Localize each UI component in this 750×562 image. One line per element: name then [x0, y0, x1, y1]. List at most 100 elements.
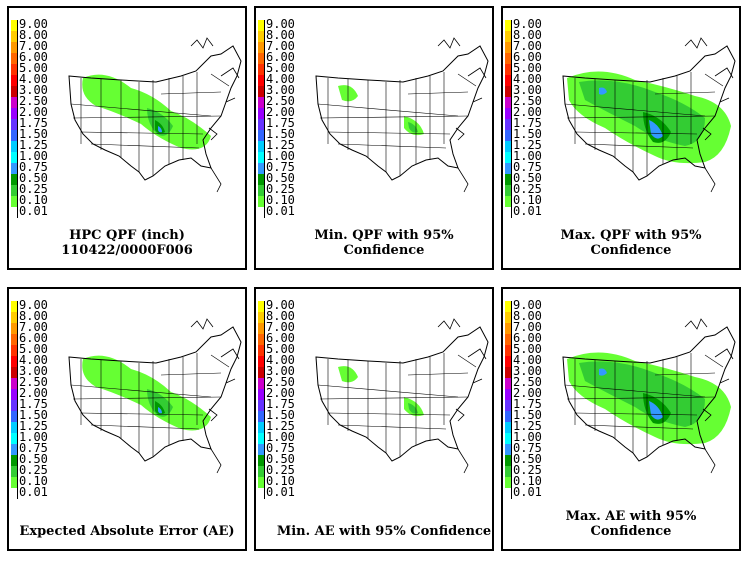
state-boundary [564, 384, 706, 398]
legend-swatch [258, 130, 265, 141]
legend-swatch [258, 108, 265, 119]
legend-entry: 1.75 [505, 398, 557, 411]
legend-swatch [258, 31, 265, 42]
legend-swatch [11, 400, 18, 411]
legend-label: 2.00 [266, 386, 295, 400]
legend-swatch [11, 108, 18, 119]
legend-entry: 8.00 [11, 310, 63, 323]
legend-swatch [11, 196, 18, 207]
legend-entry: 0.25 [258, 463, 310, 477]
legend-label: 4.00 [266, 353, 295, 367]
legend-entry: 0.50 [505, 453, 557, 466]
legend-entry: 6.00 [505, 51, 557, 64]
legend-swatch [258, 174, 265, 185]
legend-label: 8.00 [266, 28, 295, 42]
legend-swatch [505, 312, 512, 323]
legend-entry: 0.10 [505, 194, 557, 207]
state-boundary [72, 115, 222, 119]
legend-label: 2.50 [513, 375, 542, 389]
legend-swatch [505, 389, 512, 400]
legend-label: 0.25 [266, 463, 295, 477]
legend-entry: 0.75 [11, 442, 63, 455]
legend-swatch [258, 367, 265, 378]
legend-swatch [11, 163, 18, 174]
legend-swatch [258, 455, 265, 466]
legend-entry: 0.10 [258, 475, 310, 488]
legend-swatch [258, 86, 265, 97]
legend-swatch [258, 141, 265, 152]
legend-label: 0.25 [513, 182, 542, 196]
state-boundary [337, 143, 447, 149]
legend-swatch [258, 444, 265, 455]
legend-label: 9.00 [513, 17, 542, 31]
legend-entry: 1.25 [258, 420, 310, 433]
legend-swatch [11, 31, 18, 42]
legend-label: 9.00 [513, 298, 542, 312]
state-boundary [90, 143, 200, 149]
legend-entry: 5.00 [505, 62, 557, 75]
legend-swatch [505, 196, 512, 207]
legend-swatch [11, 488, 18, 499]
legend-entry: 0.75 [505, 442, 557, 455]
legend-entry: 0.75 [11, 161, 63, 174]
legend-swatch [505, 185, 512, 196]
legend-label: 2.00 [19, 386, 48, 400]
coastline [467, 67, 487, 79]
legend-label: 5.00 [513, 342, 542, 356]
precip-area [155, 120, 165, 134]
legend-entry: 8.00 [11, 29, 63, 42]
legend-swatch [505, 163, 512, 174]
legend-swatch [258, 411, 265, 422]
legend-label: 1.75 [266, 397, 295, 411]
legend-label: 0.25 [513, 463, 542, 477]
coastline [467, 348, 487, 360]
legend-entry: 2.50 [11, 376, 63, 389]
precipitation-map [308, 297, 492, 507]
legend-label: 0.01 [513, 485, 542, 499]
legend-swatch [258, 466, 265, 477]
legend-label: 0.01 [266, 485, 295, 499]
legend-swatch [11, 130, 18, 141]
legend-swatch [258, 301, 265, 312]
legend-swatch [258, 323, 265, 334]
legend-label: 0.50 [19, 171, 48, 185]
legend-label: 7.00 [266, 320, 295, 334]
legend-entry: 1.00 [505, 150, 557, 163]
precipitation-map [61, 16, 245, 226]
legend-entry: 2.00 [505, 387, 557, 400]
state-boundary [574, 131, 698, 135]
state-boundary [704, 73, 724, 87]
legend-swatch [11, 86, 18, 97]
coastline [208, 408, 218, 422]
legend-label: 4.00 [19, 72, 48, 86]
precip-area [649, 401, 663, 420]
panel-caption: HPC QPF (inch) 110422/0000F006 [61, 228, 193, 258]
legend-entry: 4.00 [258, 73, 310, 86]
state-boundary [327, 412, 451, 416]
legend-entry: 1.50 [505, 128, 557, 141]
legend-swatch [505, 488, 512, 499]
legend-swatch [11, 389, 18, 400]
legend-swatch [11, 444, 18, 455]
legend-entry: 4.00 [258, 353, 310, 367]
panel-caption: Max. QPF with 95% Confidence [560, 228, 702, 258]
legend-swatch [11, 323, 18, 334]
state-boundary [90, 424, 200, 430]
legend-swatch [11, 411, 18, 422]
legend-entry: 0.25 [258, 182, 310, 196]
legend-label: 3.00 [266, 364, 295, 378]
legend-swatch [505, 75, 512, 86]
legend-entry: 2.00 [505, 106, 557, 119]
legend-entry: 1.25 [505, 139, 557, 152]
legend-label: 3.00 [19, 83, 48, 97]
legend-entry: 2.00 [11, 386, 63, 400]
legend-swatch [505, 86, 512, 97]
legend-entry: 0.25 [11, 464, 63, 477]
legend-label: 0.25 [266, 182, 295, 196]
legend-swatch [505, 477, 512, 488]
legend-label: 9.00 [266, 17, 295, 31]
precip-area [147, 108, 173, 136]
state-boundary [160, 372, 222, 376]
coastline [684, 318, 708, 330]
legend-swatch [258, 400, 265, 411]
